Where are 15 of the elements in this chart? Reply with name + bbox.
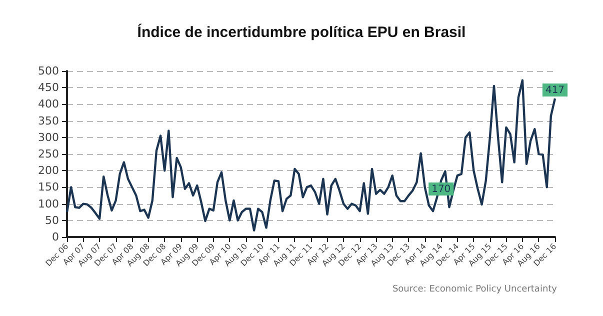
y-tick-label: 0 xyxy=(52,230,59,244)
y-tick-label: 500 xyxy=(38,64,59,78)
data-label: 417 xyxy=(545,85,565,96)
y-tick-label: 100 xyxy=(38,197,59,210)
source-note: Source: Economic Policy Uncertainty xyxy=(392,284,558,294)
y-tick-label: 150 xyxy=(38,180,59,194)
y-tick-label: 300 xyxy=(38,130,59,144)
y-tick-label: 400 xyxy=(38,98,59,111)
y-tick-label: 450 xyxy=(38,81,59,94)
y-tick-label: 350 xyxy=(38,114,59,128)
y-tick-label: 50 xyxy=(45,214,59,227)
y-tick-label: 200 xyxy=(38,164,59,178)
data-label: 170 xyxy=(432,184,451,196)
chart-title: Índice de incertidumbre política EPU en Brasil xyxy=(137,23,466,41)
y-tick-label: 250 xyxy=(38,148,59,160)
